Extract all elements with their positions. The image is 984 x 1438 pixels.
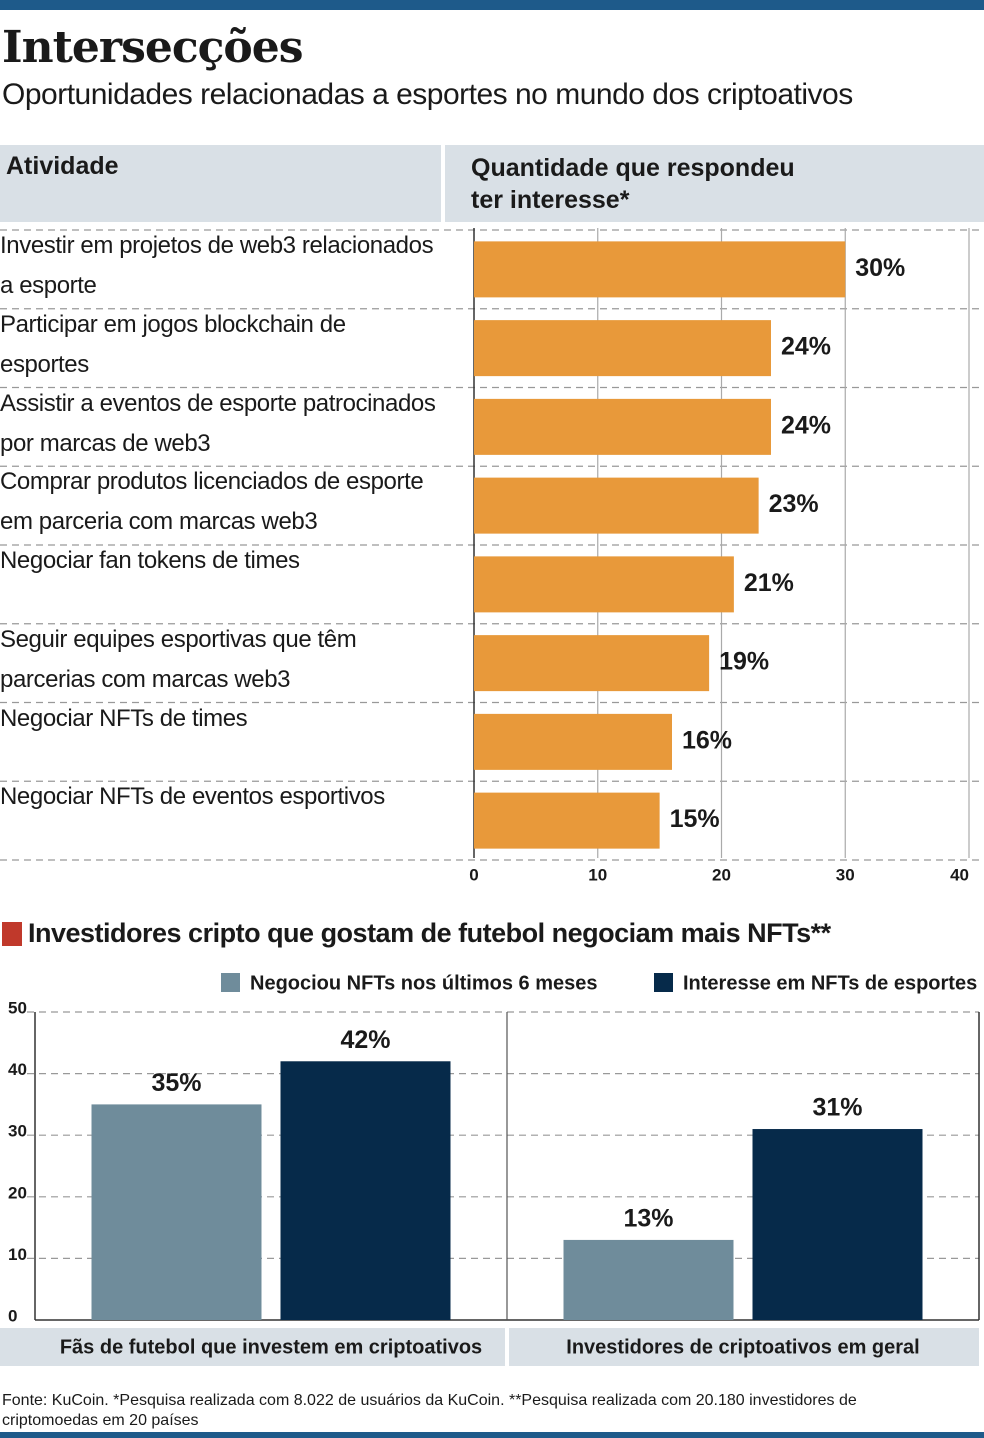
category-label: Assistir a eventos de esporte patrocinad… <box>0 389 436 457</box>
legend-swatch <box>221 973 240 992</box>
category-cell <box>0 1328 505 1366</box>
y-tick-label: 40 <box>8 1060 27 1079</box>
x-tick-label: Fãs de futebol que investem em criptoati… <box>60 1336 482 1358</box>
bar <box>474 320 771 377</box>
bar <box>752 1129 923 1320</box>
bar <box>474 241 846 298</box>
value-label: 21% <box>744 569 794 597</box>
value-label: 30% <box>855 254 905 282</box>
category-label: Negociar NFTs de times <box>0 704 248 732</box>
bottom-bar <box>0 1432 984 1438</box>
legend-label: Interesse em NFTs de esportes <box>683 972 977 994</box>
title: Intersecções <box>2 22 304 73</box>
category-label: Comprar produtos licenciados de esporte … <box>0 468 424 536</box>
value-label: 24% <box>781 333 831 361</box>
bar <box>280 1061 451 1320</box>
y-tick-label: 10 <box>8 1245 27 1264</box>
x-tick-label: 30 <box>836 865 855 884</box>
value-label: 16% <box>682 726 732 754</box>
bar <box>474 556 734 613</box>
category-label: Seguir equipes esportivas que têm parcer… <box>0 625 357 693</box>
subtitle: Oportunidades relacionadas a esportes no… <box>2 78 853 111</box>
value-label: 24% <box>781 411 831 439</box>
y-tick-label: 20 <box>8 1183 27 1202</box>
legend-swatch <box>654 973 673 992</box>
bar <box>474 398 771 455</box>
x-tick-label: 0 <box>469 865 478 884</box>
header-cell <box>445 145 984 222</box>
section-marker <box>2 922 22 946</box>
x-tick-label: 10 <box>588 865 607 884</box>
column-header: Quantidade que respondeu ter interesse* <box>471 154 795 214</box>
bar <box>474 792 660 849</box>
category-label: Negociar fan tokens de times <box>0 547 300 574</box>
bar <box>474 477 759 534</box>
value-label: 13% <box>623 1205 673 1233</box>
value-label: 19% <box>719 648 769 676</box>
column-header: Atividade <box>6 152 119 180</box>
x-tick-label: 40 <box>950 865 969 884</box>
bar <box>563 1239 734 1320</box>
header-cell <box>0 145 441 222</box>
legend-label: Negociou NFTs nos últimos 6 meses <box>250 972 597 994</box>
bar <box>474 713 672 770</box>
y-tick-label: 30 <box>8 1122 27 1141</box>
value-label: 35% <box>151 1069 201 1097</box>
x-tick-label: Investidores de criptoativos em geral <box>566 1336 919 1358</box>
chart-title: Investidores cripto que gostam de futebo… <box>28 918 831 948</box>
source: Fonte: KuCoin. *Pesquisa realizada com 8… <box>2 1392 857 1429</box>
y-tick-label: 50 <box>8 998 27 1017</box>
value-label: 31% <box>812 1094 862 1122</box>
category-label: Negociar NFTs de eventos esportivos <box>0 783 385 811</box>
category-cell <box>509 1328 979 1366</box>
top-bar <box>0 0 984 10</box>
category-label: Participar em jogos blockchain de esport… <box>0 310 346 378</box>
bar <box>474 635 710 692</box>
x-tick-label: 20 <box>712 865 731 884</box>
value-label: 23% <box>769 490 819 518</box>
bar <box>91 1104 262 1320</box>
y-tick-label: 0 <box>8 1306 17 1325</box>
value-label: 15% <box>670 805 720 833</box>
value-label: 42% <box>340 1026 390 1054</box>
category-label: Investir em projetos de web3 relacionado… <box>0 232 434 299</box>
